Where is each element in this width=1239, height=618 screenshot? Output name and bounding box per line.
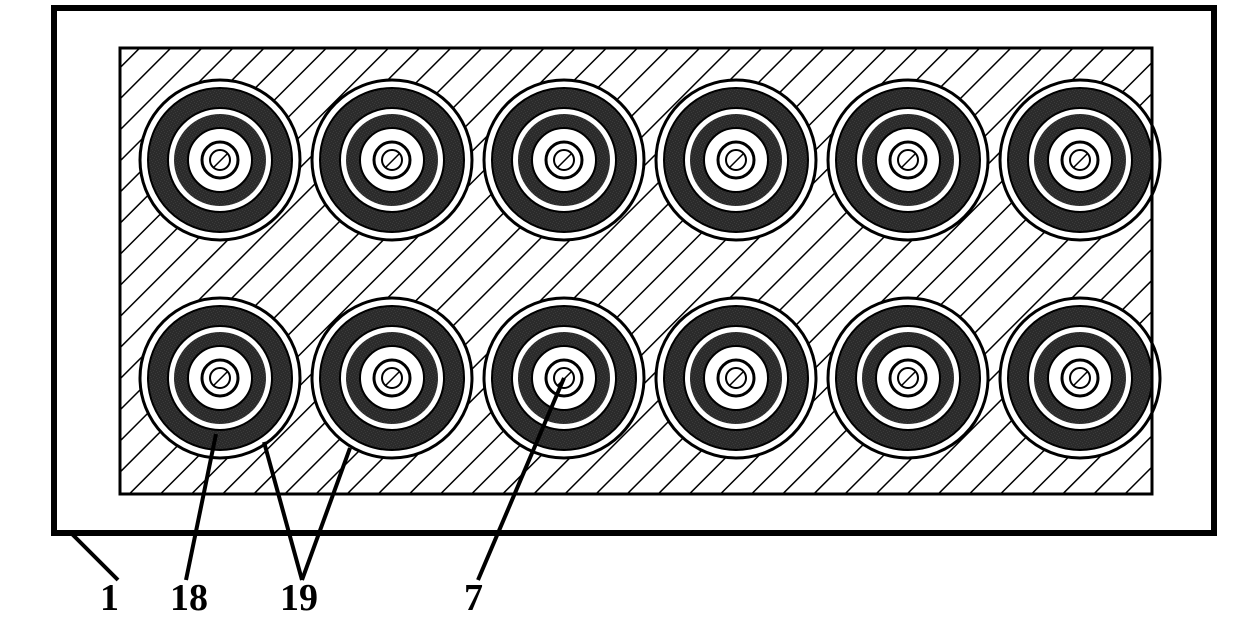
ring-assembly: [140, 298, 300, 458]
ring-assembly: [828, 80, 988, 240]
ring-assembly: [312, 80, 472, 240]
ring-assembly: [1000, 80, 1160, 240]
ref-label: 7: [464, 577, 483, 618]
ring-assembly: [656, 298, 816, 458]
ring-assembly: [1000, 298, 1160, 458]
ring-assembly: [828, 298, 988, 458]
ring-assembly: [656, 80, 816, 240]
ring-assembly: [140, 80, 300, 240]
ref-label: 19: [280, 577, 318, 618]
labels: 1 18 19 7: [100, 577, 483, 618]
ref-label: 1: [100, 577, 119, 618]
diagram-canvas: 1 18 19 7: [0, 0, 1239, 618]
ring-assembly: [312, 298, 472, 458]
leader-line: [70, 532, 118, 580]
ring-assembly: [484, 80, 644, 240]
ref-label: 18: [170, 577, 208, 618]
